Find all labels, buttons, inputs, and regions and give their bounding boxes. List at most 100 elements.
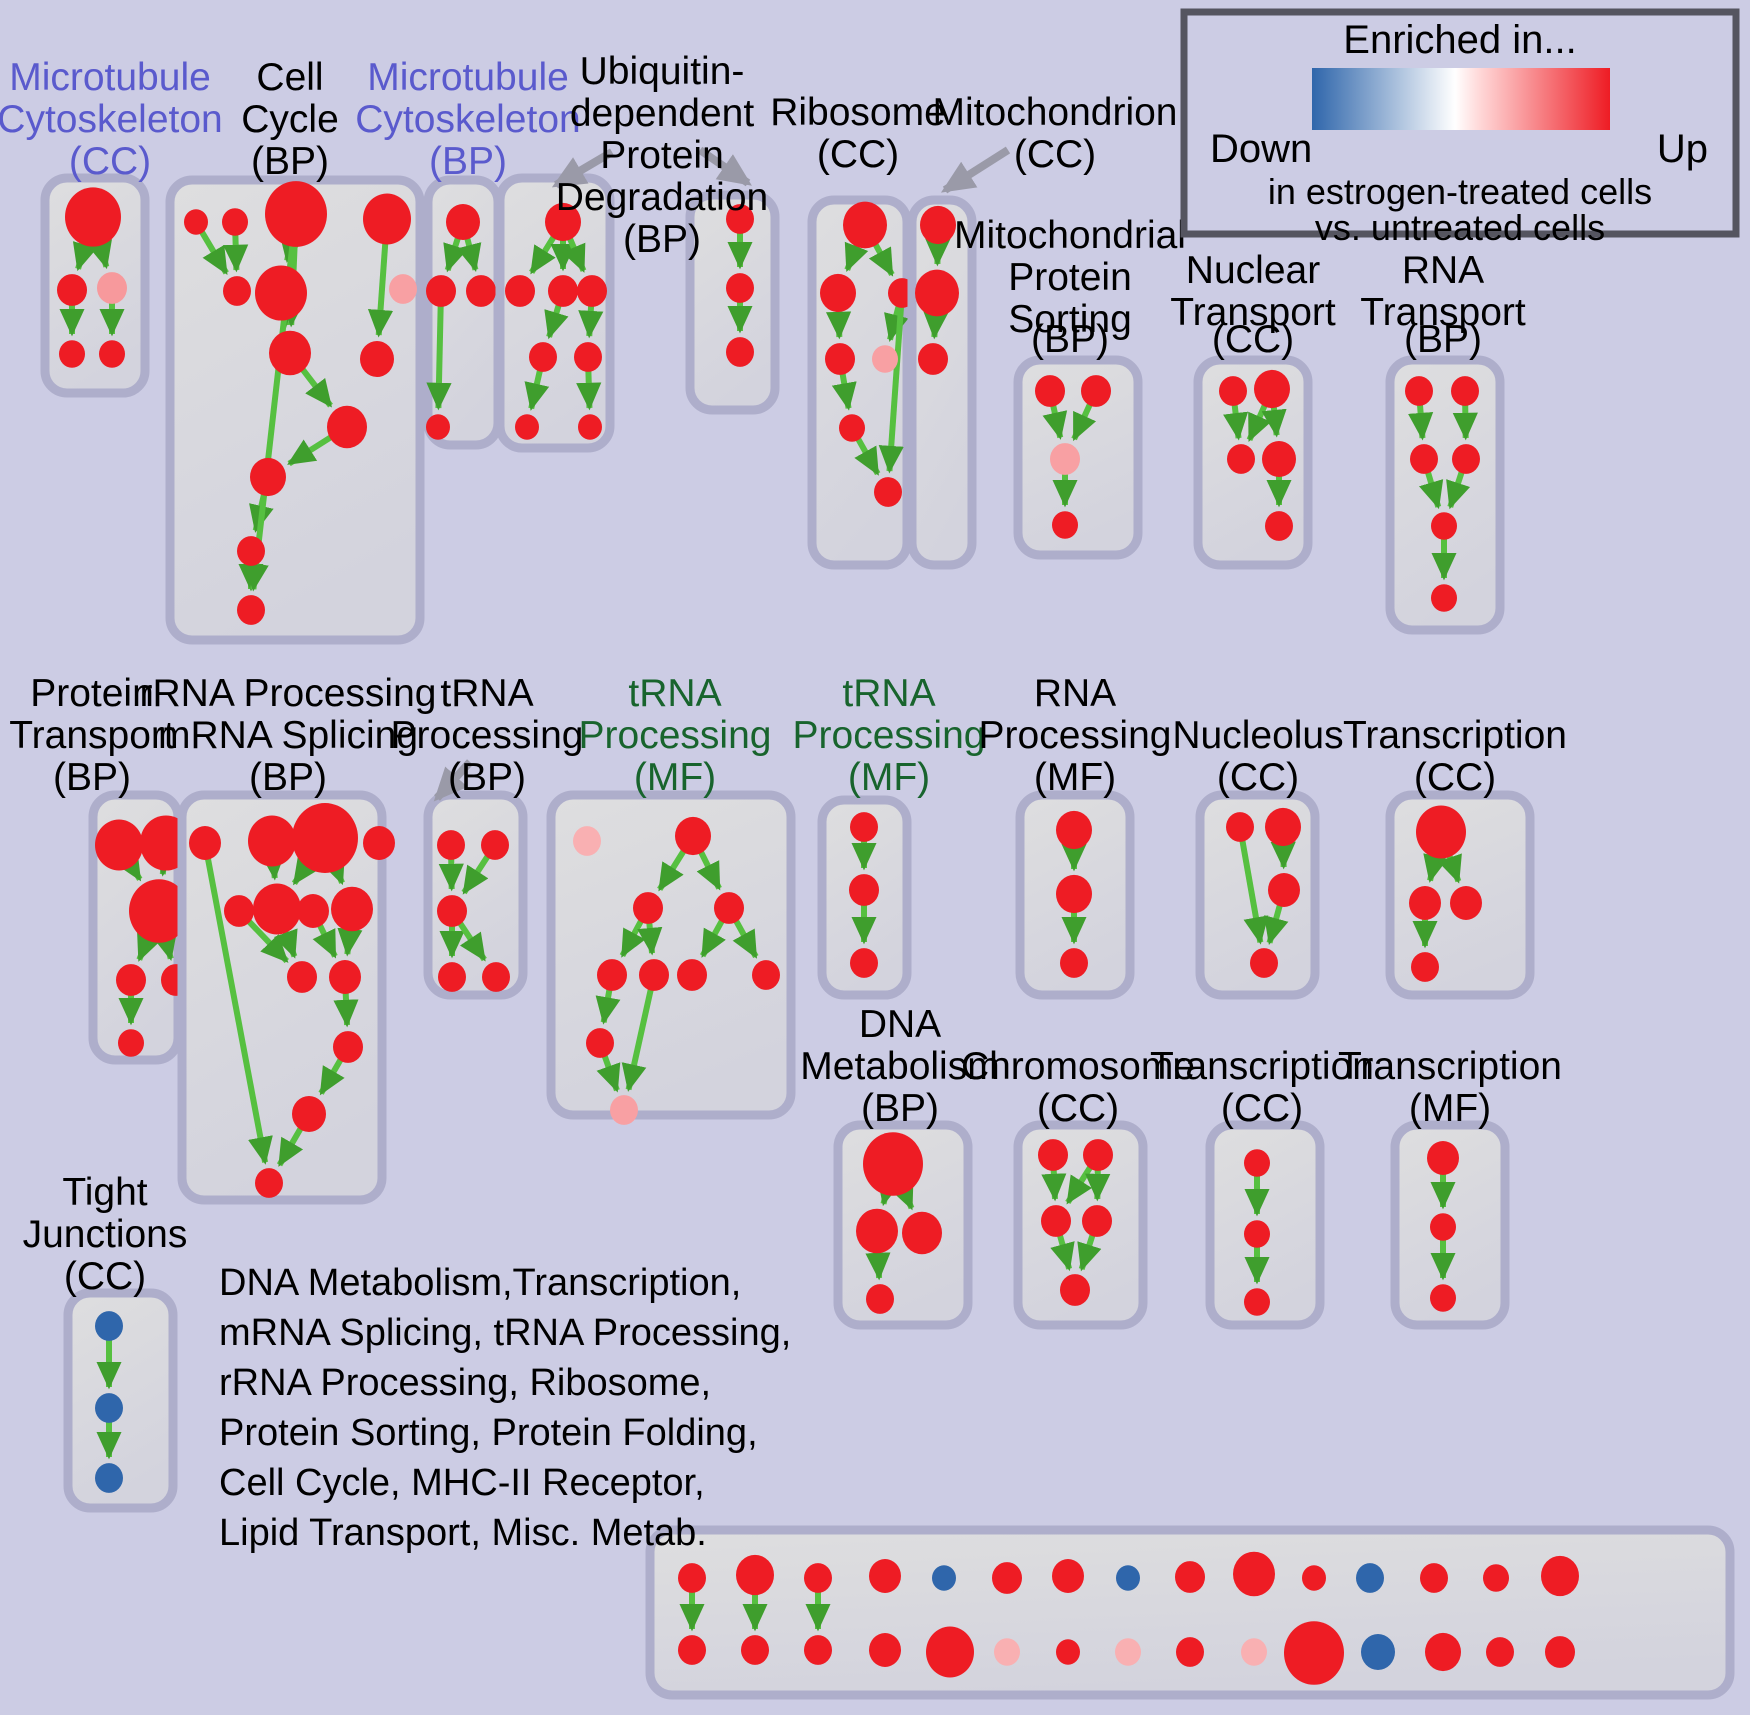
module-node[interactable] [1411,952,1439,982]
module-node[interactable] [466,275,496,307]
module-node[interactable] [57,274,87,306]
module-node[interactable] [1541,1555,1579,1597]
module-node[interactable] [1116,1565,1140,1591]
module-node[interactable] [1056,874,1092,914]
module-node[interactable] [1082,1205,1112,1237]
module-node[interactable] [804,1635,832,1665]
module-node[interactable] [1427,1141,1459,1175]
module-node[interactable] [116,964,146,996]
module-node[interactable] [726,273,754,303]
module-node[interactable] [287,961,317,993]
module-node[interactable] [1268,873,1300,907]
module-node[interactable] [1175,1561,1205,1593]
module-node[interactable] [97,272,127,304]
module-node[interactable] [915,269,959,317]
module-node[interactable] [843,201,887,249]
module-node[interactable] [1483,1564,1509,1592]
module-node[interactable] [874,477,902,507]
module-node[interactable] [515,414,539,440]
module-node[interactable] [1430,1213,1456,1241]
module-node[interactable] [389,274,417,304]
module-node[interactable] [482,962,510,992]
module-node[interactable] [1416,805,1466,859]
module-node[interactable] [872,345,898,373]
module-node[interactable] [1041,1205,1071,1237]
module-node[interactable] [677,959,707,991]
module-node[interactable] [363,193,411,245]
module-node[interactable] [95,1311,123,1341]
module-node[interactable] [741,1635,769,1665]
module-node[interactable] [849,874,879,906]
module-node[interactable] [992,1562,1022,1594]
module-node[interactable] [95,819,143,871]
module-node[interactable] [1425,1632,1461,1672]
module-node[interactable] [297,894,329,928]
module-node[interactable] [129,879,189,943]
module-node[interactable] [426,414,450,440]
module-node[interactable] [329,960,361,994]
module-node[interactable] [1233,1551,1275,1597]
module-node[interactable] [804,1563,832,1593]
module-node[interactable] [224,895,254,927]
module-node[interactable] [1083,1139,1113,1171]
module-node[interactable] [678,1563,706,1593]
module-node[interactable] [331,886,373,932]
module-node[interactable] [1545,1636,1575,1668]
module-node[interactable] [820,273,856,313]
module-node[interactable] [363,826,395,860]
module-node[interactable] [481,830,509,860]
module-node[interactable] [1219,376,1247,406]
module-node[interactable] [95,1393,123,1423]
module-node[interactable] [920,205,956,245]
module-node[interactable] [825,343,855,375]
module-node[interactable] [446,203,480,241]
module-node[interactable] [1244,1288,1270,1316]
module-node[interactable] [1431,512,1457,540]
module-node[interactable] [292,803,358,873]
module-node[interactable] [265,181,327,247]
module-node[interactable] [675,816,711,856]
module-node[interactable] [1262,440,1296,478]
module-node[interactable] [1356,1563,1384,1593]
module-node[interactable] [118,1029,144,1057]
module-node[interactable] [726,204,754,234]
module-node[interactable] [1227,444,1255,474]
module-node[interactable] [994,1638,1020,1666]
module-node[interactable] [926,1626,974,1678]
module-node[interactable] [1265,511,1293,541]
module-node[interactable] [1410,444,1438,474]
module-node[interactable] [736,1554,774,1596]
module-node[interactable] [1452,444,1480,474]
module-node[interactable] [1060,948,1088,978]
module-node[interactable] [1420,1563,1448,1593]
module-node[interactable] [437,895,467,927]
module-node[interactable] [863,1132,923,1196]
module-node[interactable] [578,414,602,440]
module-node[interactable] [932,1565,956,1591]
module-node[interactable] [438,962,466,992]
module-node[interactable] [545,202,581,242]
module-node[interactable] [1050,443,1080,475]
module-node[interactable] [237,595,265,625]
module-node[interactable] [1409,886,1441,920]
module-node[interactable] [255,1168,283,1198]
module-node[interactable] [1052,1559,1084,1593]
module-node[interactable] [95,1463,123,1493]
module-node[interactable] [726,337,754,367]
module-node[interactable] [597,959,627,991]
module-node[interactable] [223,276,251,306]
module-node[interactable] [839,414,865,442]
module-node[interactable] [1226,812,1254,842]
module-node[interactable] [866,1284,894,1314]
module-node[interactable] [610,1095,638,1125]
module-node[interactable] [577,275,607,307]
module-node[interactable] [1250,948,1278,978]
module-node[interactable] [253,883,301,935]
module-node[interactable] [869,1633,901,1667]
module-node[interactable] [714,892,744,924]
module-node[interactable] [1405,376,1433,406]
module-node[interactable] [902,1211,942,1255]
module-node[interactable] [237,536,265,566]
module-node[interactable] [1431,584,1457,612]
module-node[interactable] [1176,1637,1204,1667]
